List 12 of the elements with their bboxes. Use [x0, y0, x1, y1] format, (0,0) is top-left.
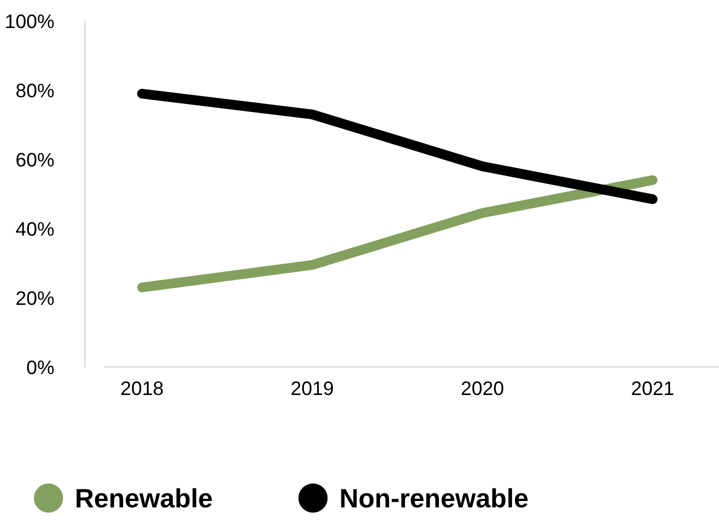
y-tick-label: 0% — [27, 360, 54, 374]
x-tick-label: 2019 — [292, 381, 333, 396]
legend-label: Non-renewable — [341, 488, 528, 508]
y-tick-label: 100% — [6, 14, 54, 28]
y-tick-label: 60% — [16, 152, 54, 167]
x-tick-label: 2018 — [121, 381, 163, 396]
x-tick-label: 2021 — [632, 381, 674, 396]
y-tick-label: 20% — [16, 291, 54, 306]
y-tick-label: 40% — [16, 222, 54, 236]
y-tick-label: 80% — [16, 84, 54, 98]
legend-label: Renewable — [76, 488, 212, 508]
x-tick-label: 2020 — [462, 381, 504, 396]
